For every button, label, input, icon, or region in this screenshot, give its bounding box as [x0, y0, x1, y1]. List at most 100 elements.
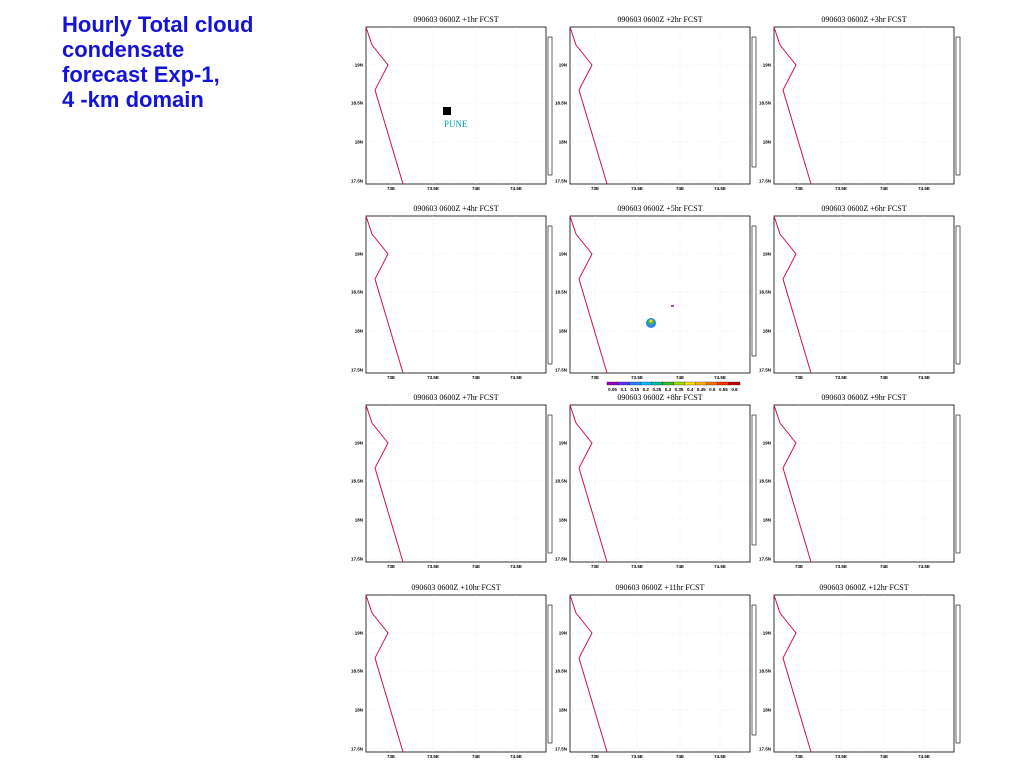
map-frame — [569, 404, 751, 563]
lon-label: 73.5E — [631, 564, 643, 569]
lat-label: 17.5N — [759, 747, 771, 752]
lon-label: 74E — [472, 375, 480, 380]
lat-label: 18N — [355, 329, 363, 334]
lon-label: 74.5E — [510, 754, 522, 759]
lat-label: 18.5N — [555, 101, 567, 106]
lon-label: 74.5E — [510, 186, 522, 191]
lat-label: 17.5N — [759, 179, 771, 184]
map-frame — [365, 404, 547, 563]
panel-title: 090603 0600Z +5hr FCST — [617, 204, 702, 213]
lat-label: 19N — [559, 252, 567, 257]
scale-bar — [547, 225, 553, 365]
map-panel: 090603 0600Z +6hr FCST 19N 18.5N 18N 17.5N 73… — [759, 204, 961, 380]
panel-title: 090603 0600Z +11hr FCST — [616, 583, 705, 592]
scale-bar — [955, 604, 961, 744]
panel-title: 090603 0600Z +6hr FCST — [821, 204, 906, 213]
colorbar-cell — [695, 381, 707, 386]
map-panel: 090603 0600Z +2hr FCST 19N 18.5N 18N 17.5N 73… — [555, 15, 757, 191]
map-panel: 090603 0600Z +4hr FCST 19N 18.5N 18N 17.5N 73… — [351, 204, 553, 380]
colorbar-label: 0.25 — [652, 387, 661, 392]
lat-label: 18N — [559, 329, 567, 334]
lon-label: 73.5E — [835, 186, 847, 191]
lat-label: 18.5N — [555, 479, 567, 484]
colorbar-cell — [706, 381, 718, 386]
lon-label: 74.5E — [918, 186, 930, 191]
scale-bar — [751, 604, 757, 736]
panel-title: 090603 0600Z +10hr FCST — [411, 583, 500, 592]
map-panel: 090603 0600Z +7hr FCST 19N 18.5N 18N 17.5N 73… — [351, 393, 553, 569]
scale-bar — [547, 604, 553, 744]
colorbar-cell — [640, 381, 652, 386]
coastline — [773, 594, 812, 753]
map-frame — [569, 215, 751, 374]
title-line: condensate — [62, 37, 185, 62]
lat-label: 18.5N — [759, 290, 771, 295]
lon-label: 73E — [591, 186, 599, 191]
lon-label: 74E — [472, 754, 480, 759]
map-frame — [773, 215, 955, 374]
coastline — [773, 404, 812, 563]
lat-label: 18.5N — [759, 669, 771, 674]
lon-label: 74.5E — [918, 375, 930, 380]
lat-label: 19N — [763, 631, 771, 636]
lat-label: 17.5N — [555, 747, 567, 752]
lat-label: 18.5N — [759, 479, 771, 484]
lon-label: 73.5E — [835, 375, 847, 380]
lat-label: 18N — [355, 708, 363, 713]
panel-title: 090603 0600Z +4hr FCST — [413, 204, 498, 213]
panel-title: 090603 0600Z +9hr FCST — [821, 393, 906, 402]
lat-label: 19N — [355, 63, 363, 68]
lon-label: 74E — [880, 754, 888, 759]
lon-label: 73E — [795, 375, 803, 380]
panel-title: 090603 0600Z +7hr FCST — [413, 393, 498, 402]
lon-label: 73.5E — [631, 375, 643, 380]
coastline — [569, 26, 608, 185]
colorbar-cell — [717, 381, 730, 386]
lat-label: 18.5N — [351, 290, 363, 295]
lon-label: 73E — [387, 754, 395, 759]
colorbar-label: 0.45 — [697, 387, 706, 392]
coastline — [365, 594, 404, 753]
map-panel: 090603 0600Z +5hr FCST 19N 18.5N 18N 17.5N 73… — [555, 204, 757, 392]
lat-label: 19N — [355, 252, 363, 257]
map-frame — [569, 594, 751, 753]
lon-label: 73.5E — [427, 564, 439, 569]
lat-label: 18.5N — [351, 101, 363, 106]
lat-label: 19N — [763, 252, 771, 257]
lat-label: 18N — [355, 140, 363, 145]
lon-label: 74E — [880, 564, 888, 569]
lat-label: 18N — [763, 518, 771, 523]
lat-label: 18.5N — [555, 669, 567, 674]
colorbar-label: 0.15 — [630, 387, 639, 392]
map-panel: 090603 0600Z +9hr FCST 19N 18.5N 18N 17.5N 73… — [759, 393, 961, 569]
lon-label: 73.5E — [835, 564, 847, 569]
title-line: forecast Exp-1, — [62, 62, 220, 87]
lat-label: 19N — [763, 63, 771, 68]
lon-label: 73E — [795, 564, 803, 569]
scale-bar — [955, 414, 961, 554]
lon-label: 73E — [795, 754, 803, 759]
lat-label: 17.5N — [351, 557, 363, 562]
lon-label: 73E — [387, 564, 395, 569]
map-frame — [773, 26, 955, 185]
lon-label: 74E — [676, 186, 684, 191]
scale-bar — [751, 36, 757, 168]
lat-label: 19N — [559, 441, 567, 446]
lon-label: 73.5E — [835, 754, 847, 759]
lat-label: 19N — [763, 441, 771, 446]
map-frame — [365, 594, 547, 753]
lon-label: 73E — [387, 186, 395, 191]
map-panel: 090603 0600Z +8hr FCST 19N 18.5N 18N 17.5N 73… — [555, 393, 757, 569]
coastline — [773, 215, 812, 374]
lat-label: 18N — [559, 708, 567, 713]
map-panel: 090603 0600Z +12hr FCST 19N 18.5N 18N 17.5N 7… — [759, 583, 961, 759]
lon-label: 73E — [591, 564, 599, 569]
lat-label: 19N — [355, 441, 363, 446]
slide-title: Hourly Total cloud condensate forecast Exp… — [62, 12, 253, 112]
lat-label: 19N — [355, 631, 363, 636]
cloud-blob — [649, 319, 653, 323]
lat-label: 19N — [559, 631, 567, 636]
lat-label: 18.5N — [759, 101, 771, 106]
lon-label: 74.5E — [714, 186, 726, 191]
